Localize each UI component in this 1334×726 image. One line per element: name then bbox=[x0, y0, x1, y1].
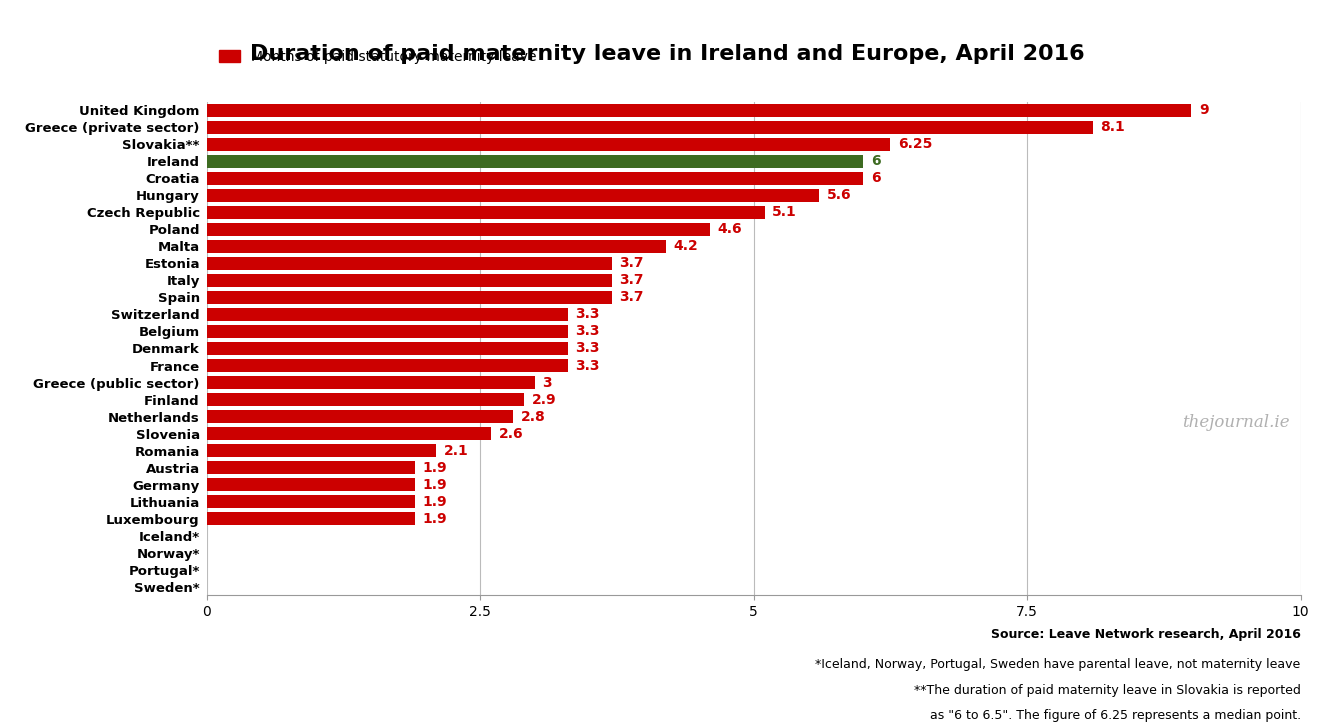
Text: 4.2: 4.2 bbox=[674, 240, 699, 253]
Bar bbox=[207, 121, 1093, 134]
Bar bbox=[207, 274, 611, 287]
Text: 1.9: 1.9 bbox=[423, 512, 447, 526]
Text: 2.1: 2.1 bbox=[444, 444, 468, 457]
Text: thejournal.ie: thejournal.ie bbox=[1182, 414, 1290, 431]
Text: 5.6: 5.6 bbox=[827, 188, 851, 203]
Bar bbox=[207, 393, 524, 406]
Bar bbox=[207, 342, 568, 355]
Bar bbox=[207, 444, 436, 457]
Text: 4.6: 4.6 bbox=[718, 222, 742, 237]
Text: 3.7: 3.7 bbox=[619, 290, 644, 304]
Bar bbox=[207, 308, 568, 321]
Text: 6: 6 bbox=[871, 154, 880, 168]
Text: *Iceland, Norway, Portugal, Sweden have parental leave, not maternity leave: *Iceland, Norway, Portugal, Sweden have … bbox=[815, 658, 1301, 672]
Text: 1.9: 1.9 bbox=[423, 494, 447, 509]
Bar bbox=[207, 189, 819, 202]
Text: 6: 6 bbox=[871, 171, 880, 185]
Text: **The duration of paid maternity leave in Slovakia is reported: **The duration of paid maternity leave i… bbox=[914, 684, 1301, 697]
Bar bbox=[207, 172, 863, 184]
Bar bbox=[207, 206, 764, 219]
Bar bbox=[207, 478, 415, 491]
Text: 1.9: 1.9 bbox=[423, 460, 447, 475]
Text: 3.3: 3.3 bbox=[575, 359, 600, 372]
Legend: Months of paid statutory maternity leave: Months of paid statutory maternity leave bbox=[213, 44, 542, 70]
Bar bbox=[207, 104, 1191, 117]
Text: 1.9: 1.9 bbox=[423, 478, 447, 492]
Bar bbox=[207, 240, 666, 253]
Text: Duration of paid maternity leave in Ireland and Europe, April 2016: Duration of paid maternity leave in Irel… bbox=[249, 44, 1085, 64]
Text: 3: 3 bbox=[543, 375, 552, 390]
Text: 3.3: 3.3 bbox=[575, 341, 600, 356]
Text: Source: Leave Network research, April 2016: Source: Leave Network research, April 20… bbox=[991, 628, 1301, 641]
Bar bbox=[207, 257, 611, 270]
Bar bbox=[207, 291, 611, 303]
Bar bbox=[207, 513, 415, 525]
Bar bbox=[207, 495, 415, 508]
Text: 2.8: 2.8 bbox=[520, 409, 546, 423]
Text: 8.1: 8.1 bbox=[1101, 121, 1125, 134]
Bar bbox=[207, 461, 415, 474]
Text: 5.1: 5.1 bbox=[772, 205, 796, 219]
Text: 9: 9 bbox=[1199, 103, 1209, 117]
Text: 6.25: 6.25 bbox=[898, 137, 932, 151]
Text: 3.7: 3.7 bbox=[619, 256, 644, 270]
Bar bbox=[207, 410, 514, 423]
Text: 3.7: 3.7 bbox=[619, 274, 644, 287]
Text: 2.9: 2.9 bbox=[532, 393, 556, 407]
Bar bbox=[207, 138, 891, 150]
Bar bbox=[207, 427, 491, 440]
Bar bbox=[207, 325, 568, 338]
Bar bbox=[207, 359, 568, 372]
Bar bbox=[207, 376, 535, 389]
Text: 3.3: 3.3 bbox=[575, 325, 600, 338]
Text: 3.3: 3.3 bbox=[575, 307, 600, 322]
Text: 2.6: 2.6 bbox=[499, 427, 523, 441]
Bar bbox=[207, 223, 710, 236]
Bar bbox=[207, 155, 863, 168]
Text: as "6 to 6.5". The figure of 6.25 represents a median point.: as "6 to 6.5". The figure of 6.25 repres… bbox=[930, 709, 1301, 722]
